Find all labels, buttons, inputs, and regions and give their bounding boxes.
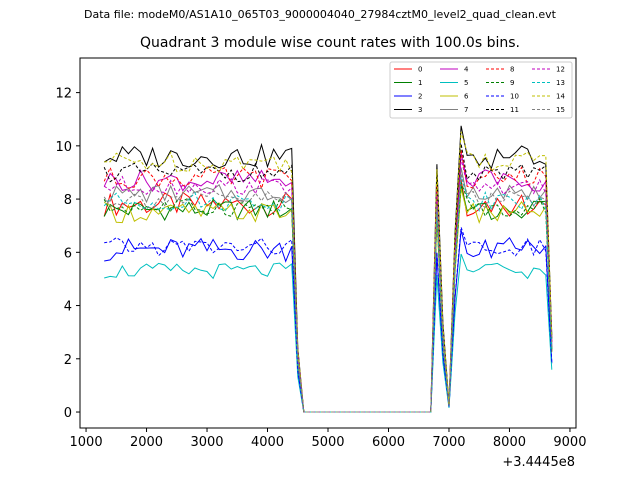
series-line-9	[103, 182, 553, 413]
legend-label-7: 7	[464, 106, 468, 114]
legend-label-8: 8	[510, 66, 514, 74]
legend-label-2: 2	[418, 93, 422, 101]
y-tick-label: 10	[55, 140, 72, 155]
legend-label-9: 9	[510, 79, 514, 87]
legend-label-11: 11	[510, 106, 519, 114]
series-line-3	[103, 125, 553, 413]
series-line-6	[103, 188, 553, 413]
series-line-10	[104, 227, 553, 413]
y-tick-label: 8	[64, 193, 72, 208]
y-tick-label: 4	[64, 300, 72, 315]
series-line-14	[104, 131, 553, 413]
y-tick-label: 2	[64, 353, 72, 368]
axis-ticks: 1000 2000 3000 4000 5000 6000 7000 8000 9000 0 2 4 6…	[55, 87, 586, 450]
series-line-12	[103, 158, 553, 413]
legend-label-14: 14	[556, 93, 565, 101]
series-line-11	[103, 143, 553, 413]
legend-label-5: 5	[464, 79, 468, 87]
legend-label-4: 4	[464, 66, 469, 74]
data-file-header: Data file: modeM0/AS1A10_065T03_90000040…	[84, 8, 556, 21]
series-line-13	[103, 176, 553, 413]
x-tick-label: 8000	[493, 435, 526, 450]
legend-label-6: 6	[464, 93, 469, 101]
x-tick-label: 2000	[130, 435, 163, 450]
x-offset-label: +3.4445e8	[502, 455, 575, 470]
legend-label-13: 13	[556, 79, 565, 87]
series-line-4	[103, 152, 553, 413]
x-tick-label: 7000	[432, 435, 465, 450]
x-tick-label: 9000	[553, 435, 586, 450]
series-line-2	[104, 230, 553, 413]
x-tick-label: 6000	[372, 435, 405, 450]
y-tick-label: 12	[55, 87, 72, 102]
y-tick-label: 0	[64, 406, 72, 421]
legend-box	[389, 61, 573, 119]
series-line-5	[104, 253, 553, 413]
x-tick-label: 1000	[70, 435, 103, 450]
series-line-7	[104, 167, 553, 413]
legend-label-12: 12	[556, 66, 565, 74]
legend-label-3: 3	[418, 106, 422, 114]
series-line-1	[103, 185, 553, 413]
series-line-8	[103, 149, 553, 413]
x-tick-label: 3000	[190, 435, 223, 450]
legend-label-1: 1	[418, 79, 422, 87]
x-tick-label: 5000	[311, 435, 344, 450]
x-tick-label: 4000	[251, 435, 284, 450]
series-line-15	[103, 173, 553, 413]
legend-label-10: 10	[510, 93, 519, 101]
legend-label-0: 0	[418, 66, 422, 74]
series-layer	[103, 125, 553, 413]
y-tick-label: 6	[64, 246, 72, 261]
legend-label-15: 15	[556, 106, 565, 114]
chart-title: Quadrant 3 module wise count rates with …	[140, 35, 520, 51]
